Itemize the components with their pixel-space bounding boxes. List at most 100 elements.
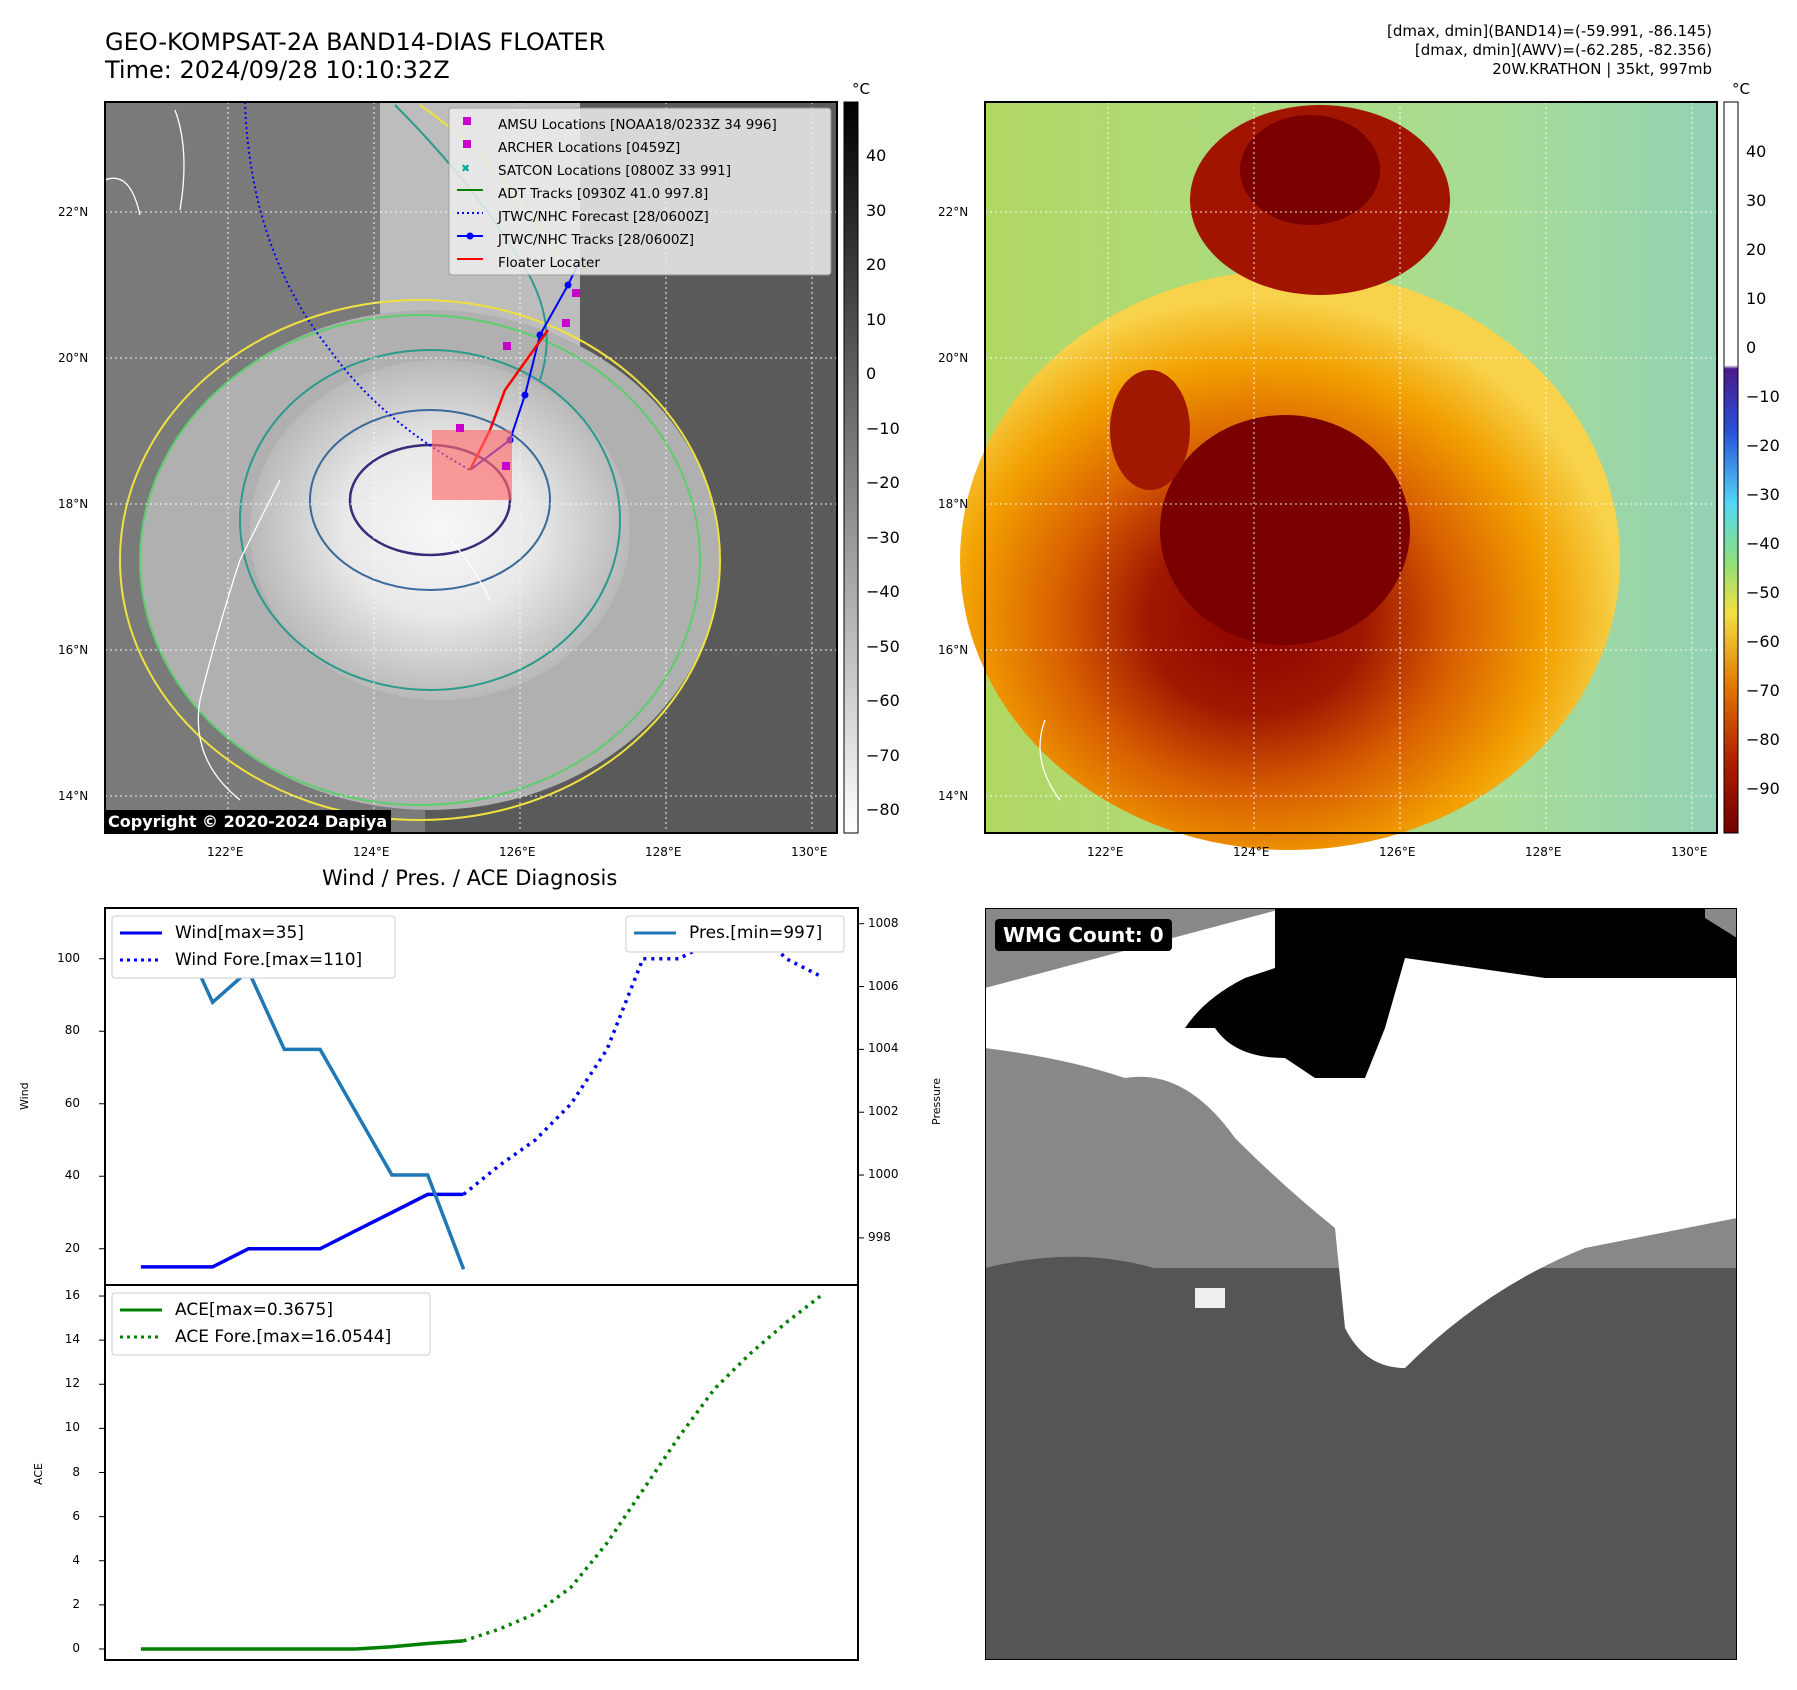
lat-tick-right: 16°N	[938, 643, 969, 657]
colorbar-left-tick: 10	[866, 309, 887, 329]
colorbar-right-tick: 0	[1746, 338, 1757, 357]
colorbar-right-tick: 20	[1746, 240, 1767, 259]
colorbar-left-tick: −20	[866, 473, 900, 492]
ace-axis-label: ACE	[32, 1463, 45, 1485]
colorbar-right	[1723, 101, 1739, 834]
colorbar-left-tick: −30	[866, 527, 900, 547]
colorbar-right-tick: −30	[1746, 485, 1780, 504]
wind-tick: 100	[57, 950, 80, 965]
pres-tick: 1002	[868, 1104, 899, 1119]
ace-forecast-line	[463, 1293, 824, 1643]
legend-wind: Wind[max=35]	[175, 923, 304, 943]
legend-wind-fore: Wind Fore.[max=110]	[175, 950, 363, 970]
colorbar-left-tick: −40	[866, 582, 900, 601]
chart-time: Time: 2024/09/28 10:10:32Z	[105, 56, 450, 84]
copyright-badge: Copyright © 2020-2024 Dapiya	[104, 810, 392, 833]
ace-tick: 10	[64, 1420, 80, 1435]
legend-floater: Floater Locater	[498, 255, 600, 271]
ace-tick: 14	[64, 1332, 80, 1347]
legend-adt: ADT Tracks [0930Z 41.0 997.8]	[498, 186, 709, 202]
lon-tick-right: 128°E	[1525, 845, 1562, 859]
ir-map-left	[104, 101, 838, 834]
lon-tick-right: 122°E	[1087, 845, 1124, 859]
colorbar-left-tick: −50	[866, 636, 900, 656]
map-legend: ✖	[448, 107, 832, 276]
colorbar-right-tick: −80	[1746, 730, 1780, 749]
colorbar-right-tick: −90	[1746, 779, 1780, 798]
pres-legend-box	[625, 915, 845, 953]
lon-tick-left: 122°E	[207, 845, 244, 859]
colorbar-left	[843, 101, 859, 834]
lon-tick-left: 126°E	[499, 845, 536, 859]
colorbar-right-tick: −40	[1746, 534, 1780, 553]
lon-tick-right: 130°E	[1671, 845, 1708, 859]
colorbar-left-tick: −60	[866, 691, 900, 710]
wind-legend-box	[111, 915, 396, 979]
colorbar-right-tick: −20	[1746, 436, 1780, 455]
colorbar-left-unit: °C	[852, 80, 870, 98]
wind-tick: 80	[64, 1023, 80, 1038]
colorbar-right-tick: −10	[1746, 387, 1780, 406]
ace-tick: 4	[72, 1552, 80, 1567]
stats-band14: [dmax, dmin](BAND14)=(-59.991, -86.145)	[1387, 22, 1712, 40]
legend-ace-fore: ACE Fore.[max=16.0544]	[175, 1327, 392, 1347]
legend-ace: ACE[max=0.3675]	[175, 1300, 333, 1320]
svg-text:✖: ✖	[461, 162, 470, 175]
pres-tick: 1006	[868, 978, 899, 993]
maps-svg: ✖	[104, 101, 1739, 850]
lat-tick-left: 20°N	[58, 351, 89, 365]
stats-storm: 20W.KRATHON | 35kt, 997mb	[1492, 60, 1712, 78]
lon-tick-right: 124°E	[1233, 845, 1270, 859]
wind-tick: 20	[64, 1240, 80, 1255]
colorbar-left-tick: −10	[866, 418, 900, 438]
map-legend-text: AMSU Locations [NOAA18/0233Z 34 996] ARC…	[498, 114, 777, 275]
pres-tick: 998	[868, 1229, 891, 1244]
wind-tick: 40	[64, 1168, 80, 1183]
colorbar-left-tick: 20	[866, 255, 887, 274]
colorbar-left-tick: 40	[866, 146, 887, 165]
pres-tick: 1004	[868, 1041, 899, 1056]
colorbar-right-tick: −50	[1746, 583, 1780, 602]
lon-tick-left: 128°E	[645, 845, 682, 859]
colorbar-left-tick: 30	[866, 200, 887, 220]
lon-tick-left: 130°E	[791, 845, 828, 859]
diag-chart-svg	[99, 907, 864, 1661]
ace-tick: 12	[64, 1376, 80, 1391]
lat-tick-left: 16°N	[58, 643, 89, 657]
pres-axis-label: Pressure	[930, 1078, 943, 1125]
stats-block: [dmax, dmin](BAND14)=(-59.991, -86.145) …	[1387, 22, 1712, 79]
ace-line	[140, 1639, 464, 1651]
legend-pres: Pres.[min=997]	[689, 923, 823, 943]
wind-tick: 60	[64, 1095, 80, 1110]
colorbar-right-tick: 10	[1746, 289, 1767, 308]
lat-tick-right: 22°N	[938, 205, 969, 219]
colorbar-left-tick: −80	[866, 800, 900, 819]
ir-map-right	[960, 101, 1718, 850]
chart-title: GEO-KOMPSAT-2A BAND14-DIAS FLOATER	[105, 28, 606, 56]
stats-awv: [dmax, dmin](AWV)=(-62.285, -82.356)	[1414, 41, 1712, 59]
diag-title: Wind / Pres. / ACE Diagnosis	[322, 866, 618, 890]
wmg-panel	[985, 908, 1737, 1660]
lat-tick-right: 20°N	[938, 351, 969, 365]
colorbar-right-tick: 40	[1746, 142, 1767, 161]
ace-tick: 0	[72, 1640, 80, 1655]
lon-tick-right: 126°E	[1379, 845, 1416, 859]
legend-archer: ARCHER Locations [0459Z]	[498, 140, 681, 156]
legend-satcon: SATCON Locations [0800Z 33 991]	[498, 163, 731, 179]
ace-tick: 8	[72, 1464, 80, 1479]
ace-tick: 6	[72, 1508, 80, 1523]
wind-line	[140, 1192, 464, 1269]
wind-axis-label: Wind	[18, 1082, 31, 1110]
legend-amsu: AMSU Locations [NOAA18/0233Z 34 996]	[498, 117, 777, 133]
pres-tick: 1000	[868, 1167, 899, 1182]
pres-tick: 1008	[868, 915, 899, 930]
colorbar-right-tick: 30	[1746, 191, 1767, 210]
lat-tick-right: 14°N	[938, 789, 969, 803]
legend-forecast: JTWC/NHC Forecast [28/0600Z]	[498, 209, 709, 225]
legend-tracks: JTWC/NHC Tracks [28/0600Z]	[498, 232, 695, 248]
colorbar-left-tick: −70	[866, 745, 900, 765]
lat-tick-left: 22°N	[58, 205, 89, 219]
ace-tick: 16	[64, 1288, 80, 1303]
colorbar-right-tick: −60	[1746, 632, 1780, 651]
lat-tick-right: 18°N	[938, 497, 969, 511]
